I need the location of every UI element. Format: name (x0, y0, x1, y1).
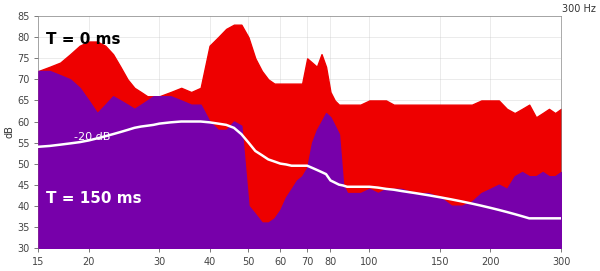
Text: -20 dB: -20 dB (74, 132, 110, 142)
Text: T = 0 ms: T = 0 ms (46, 33, 121, 47)
Text: 300 Hz: 300 Hz (562, 4, 596, 14)
Y-axis label: dB: dB (4, 125, 14, 138)
Text: T = 150 ms: T = 150 ms (46, 191, 142, 206)
